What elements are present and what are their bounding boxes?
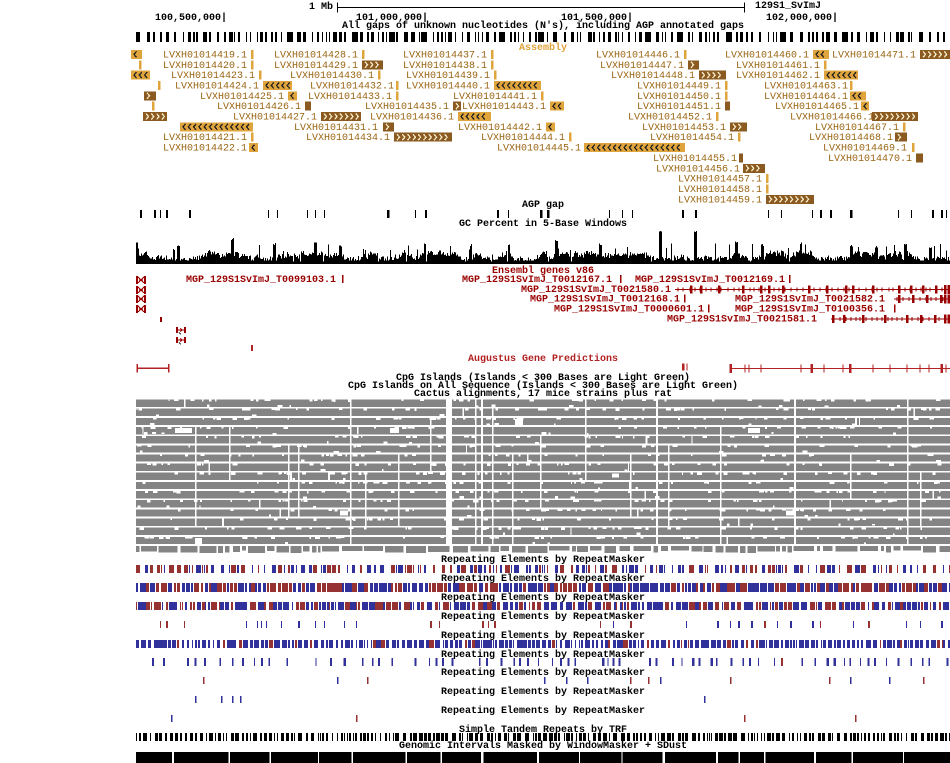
svg-text:Ensembl genes v86: Ensembl genes v86 (492, 265, 594, 277)
svg-text:LVXH01014470.1: LVXH01014470.1 (828, 154, 912, 165)
svg-text:LVXH01014426.1: LVXH01014426.1 (217, 102, 301, 113)
svg-text:LVXH01014456.1: LVXH01014456.1 (656, 164, 740, 175)
svg-text:LVXH01014444.1: LVXH01014444.1 (481, 133, 565, 144)
svg-text:MGP_129S1SvImJ_T0099103.1: MGP_129S1SvImJ_T0099103.1 (186, 275, 336, 286)
svg-text:MGP_129S1SvImJ_T0021581.1: MGP_129S1SvImJ_T0021581.1 (667, 315, 817, 326)
svg-text:LVXH01014419.1: LVXH01014419.1 (163, 50, 247, 61)
svg-text:LVXH01014462.1: LVXH01014462.1 (736, 71, 820, 82)
svg-text:Assembly: Assembly (519, 42, 567, 54)
svg-text:Genomic Intervals Masked by Wi: Genomic Intervals Masked by WindowMasker… (399, 740, 687, 752)
svg-text:LVXH01014468.1: LVXH01014468.1 (809, 133, 893, 144)
svg-text:LVXH01014449.1: LVXH01014449.1 (637, 81, 721, 92)
svg-text:LVXH01014445.1: LVXH01014445.1 (497, 144, 581, 155)
svg-text:LVXH01014466.1: LVXH01014466.1 (790, 113, 874, 124)
svg-text:101,500,000|: 101,500,000| (561, 12, 633, 24)
svg-text:LVXH01014443.1: LVXH01014443.1 (462, 102, 546, 113)
svg-text:LVXH01014450.1: LVXH01014450.1 (637, 92, 721, 103)
svg-text:Repeating Elements by RepeatMa: Repeating Elements by RepeatMasker (441, 705, 645, 717)
svg-text:LVXH01014423.1: LVXH01014423.1 (171, 71, 255, 82)
svg-text:MGP_129S1SvImJ_T0021580.1: MGP_129S1SvImJ_T0021580.1 (521, 285, 671, 296)
svg-text:LVXH01014422.1: LVXH01014422.1 (163, 144, 247, 155)
svg-text:Repeating Elements by RepeatMa: Repeating Elements by RepeatMasker (441, 630, 645, 642)
svg-text:LVXH01014463.1: LVXH01014463.1 (764, 81, 848, 92)
svg-text:GC Percent in 5-Base Windows: GC Percent in 5-Base Windows (459, 218, 627, 230)
svg-text:Repeating Elements by RepeatMa: Repeating Elements by RepeatMasker (441, 611, 645, 623)
svg-text:LVXH01014442.1: LVXH01014442.1 (458, 123, 542, 134)
svg-text:LVXH01014436.1: LVXH01014436.1 (370, 113, 454, 124)
svg-text:102,000,000|: 102,000,000| (766, 12, 838, 24)
svg-text:1 Mb: 1 Mb (309, 1, 333, 13)
svg-text:Augustus Gene Predictions: Augustus Gene Predictions (468, 353, 618, 365)
svg-text:LVXH01014420.1: LVXH01014420.1 (163, 61, 247, 72)
svg-text:LVXH01014465.1: LVXH01014465.1 (775, 102, 859, 113)
svg-text:MGP_129S1SvImJ_T0012167.1: MGP_129S1SvImJ_T0012167.1 (462, 275, 612, 286)
svg-text:Repeating Elements by RepeatMa: Repeating Elements by RepeatMasker (441, 649, 645, 661)
svg-text:LVXH01014461.1: LVXH01014461.1 (736, 61, 820, 72)
svg-text:LVXH01014467.1: LVXH01014467.1 (815, 123, 899, 134)
svg-text:MGP_129S1SvImJ_T0012169.1: MGP_129S1SvImJ_T0012169.1 (635, 275, 785, 286)
svg-text:LVXH01014437.1: LVXH01014437.1 (403, 50, 487, 61)
svg-text:LVXH01014438.1: LVXH01014438.1 (403, 61, 487, 72)
svg-text:AGP gap: AGP gap (522, 200, 564, 211)
svg-text:LVXH01014454.1: LVXH01014454.1 (650, 133, 734, 144)
svg-text:LVXH01014457.1: LVXH01014457.1 (678, 175, 762, 186)
svg-text:Repeating Elements by RepeatMa: Repeating Elements by RepeatMasker (441, 667, 645, 679)
svg-text:LVXH01014464.1: LVXH01014464.1 (764, 92, 848, 103)
svg-text:LVXH01014424.1: LVXH01014424.1 (175, 81, 259, 92)
svg-text:LVXH01014425.1: LVXH01014425.1 (200, 92, 284, 103)
svg-text:All gaps of unknown nucleotide: All gaps of unknown nucleotides (N's), i… (342, 20, 744, 32)
svg-text:LVXH01014459.1: LVXH01014459.1 (678, 195, 762, 206)
svg-text:MGP_129S1SvImJ_T0021582.1: MGP_129S1SvImJ_T0021582.1 (735, 295, 885, 306)
svg-text:CpG Islands on All Sequence (I: CpG Islands on All Sequence (Islands < 3… (348, 380, 738, 392)
svg-text:LVXH01014440.1: LVXH01014440.1 (406, 81, 490, 92)
svg-text:LVXH01014453.1: LVXH01014453.1 (642, 123, 726, 134)
svg-text:129S1_SvImJ: 129S1_SvImJ (755, 1, 821, 12)
svg-text:Repeating Elements by RepeatMa: Repeating Elements by RepeatMasker (441, 686, 645, 698)
svg-text:LVXH01014433.1: LVXH01014433.1 (308, 92, 392, 103)
svg-text:LVXH01014448.1: LVXH01014448.1 (611, 71, 695, 82)
svg-text:LVXH01014447.1: LVXH01014447.1 (600, 61, 684, 72)
svg-text:LVXH01014427.1: LVXH01014427.1 (233, 113, 317, 124)
svg-text:101,000,000|: 101,000,000| (356, 12, 428, 24)
svg-text:LVXH01014469.1: LVXH01014469.1 (823, 144, 907, 155)
svg-text:CpG Islands (Islands < 300 Bas: CpG Islands (Islands < 300 Bases are Lig… (396, 372, 690, 384)
svg-text:LVXH01014441.1: LVXH01014441.1 (453, 92, 537, 103)
svg-text:MGP_129S1SvImJ_T0000601.1: MGP_129S1SvImJ_T0000601.1 (554, 305, 704, 316)
svg-text:LVXH01014428.1: LVXH01014428.1 (274, 50, 358, 61)
svg-text:LVXH01014435.1: LVXH01014435.1 (365, 102, 449, 113)
svg-text:Cactus alignments, 17 mice str: Cactus alignments, 17 mice strains plus … (414, 388, 672, 400)
svg-text:LVXH01014458.1: LVXH01014458.1 (678, 185, 762, 196)
svg-text:LVXH01014421.1: LVXH01014421.1 (163, 133, 247, 144)
svg-text:LVXH01014432.1: LVXH01014432.1 (310, 81, 394, 92)
svg-text:LVXH01014451.1: LVXH01014451.1 (637, 102, 721, 113)
svg-text:LVXH01014452.1: LVXH01014452.1 (628, 113, 712, 124)
svg-text:100,500,000|: 100,500,000| (155, 12, 227, 24)
svg-text:LVXH01014471.1: LVXH01014471.1 (832, 50, 916, 61)
svg-text:Repeating Elements by RepeatMa: Repeating Elements by RepeatMasker (441, 554, 645, 566)
svg-text:LVXH01014439.1: LVXH01014439.1 (406, 71, 490, 82)
svg-text:MGP_129S1SvImJ_T0012168.1: MGP_129S1SvImJ_T0012168.1 (530, 295, 680, 306)
svg-text:LVXH01014460.1: LVXH01014460.1 (725, 50, 809, 61)
svg-text:LVXH01014455.1: LVXH01014455.1 (653, 154, 737, 165)
svg-text:LVXH01014431.1: LVXH01014431.1 (294, 123, 378, 134)
svg-text:LVXH01014446.1: LVXH01014446.1 (596, 50, 680, 61)
svg-text:LVXH01014429.1: LVXH01014429.1 (274, 61, 358, 72)
svg-text:LVXH01014430.1: LVXH01014430.1 (290, 71, 374, 82)
svg-text:Repeating Elements by RepeatMa: Repeating Elements by RepeatMasker (441, 573, 645, 585)
svg-text:LVXH01014434.1: LVXH01014434.1 (306, 133, 390, 144)
svg-text:Repeating Elements by RepeatMa: Repeating Elements by RepeatMasker (441, 592, 645, 604)
svg-text:MGP_129S1SvImJ_T0100356.1: MGP_129S1SvImJ_T0100356.1 (735, 305, 885, 316)
